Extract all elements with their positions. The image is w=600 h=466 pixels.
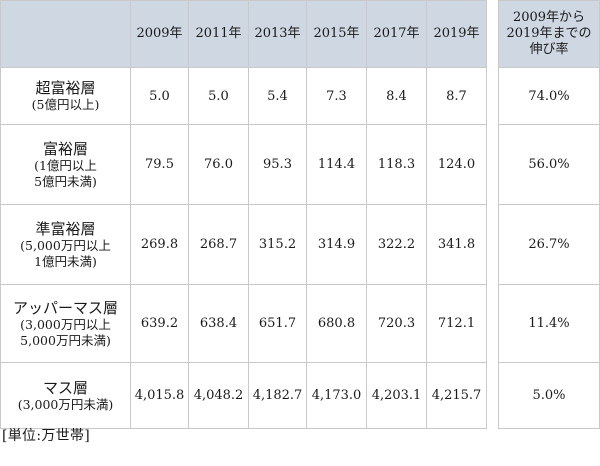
table-row: マス層 (3,000万円未満) 4,015.8 4,048.2 4,182.7 … (0, 362, 487, 429)
table-row: 26.7% (498, 204, 600, 285)
category-name: 超富裕層 (35, 79, 96, 97)
year-header: 2009年 (130, 0, 189, 68)
value-cell: 114.4 (306, 124, 367, 205)
wealth-table-sheet: 2009年 2011年 2013年 2015年 2017年 2019年 超富裕層… (0, 0, 600, 429)
value-cell: 322.2 (366, 204, 427, 285)
value-cell: 4,203.1 (366, 362, 427, 429)
category-cell: アッパーマス層 (3,000万円以上 5,000万円未満) (0, 284, 131, 363)
value-cell: 712.1 (426, 284, 487, 363)
table-row: 74.0% (498, 67, 600, 125)
value-cell: 5.0 (188, 67, 249, 125)
growth-cell: 26.7% (498, 204, 600, 285)
value-cell: 5.4 (248, 67, 307, 125)
value-cell: 268.7 (188, 204, 249, 285)
growth-cell: 56.0% (498, 124, 600, 205)
header-row: 2009年から 2019年までの 伸び率 (498, 0, 600, 68)
category-name: 準富裕層 (35, 219, 96, 238)
value-cell: 680.8 (306, 284, 367, 363)
value-cell: 76.0 (188, 124, 249, 205)
value-cell: 314.9 (306, 204, 367, 285)
year-header: 2017年 (366, 0, 427, 68)
value-cell: 8.7 (426, 67, 487, 125)
value-cell: 4,015.8 (130, 362, 189, 429)
value-cell: 720.3 (366, 284, 427, 363)
unit-note: [単位:万世帯] (2, 428, 91, 444)
growth-header-line: 2009年から (512, 10, 586, 25)
category-range: 1億円未満) (34, 253, 97, 269)
growth-header-line: 2019年までの (506, 26, 592, 41)
table-row: アッパーマス層 (3,000万円以上 5,000万円未満) 639.2 638.… (0, 284, 487, 363)
value-cell: 124.0 (426, 124, 487, 205)
category-range: (5,000万円以上 (20, 237, 111, 253)
growth-header-line: 伸び率 (529, 42, 569, 57)
value-cell: 4,182.7 (248, 362, 307, 429)
growth-rate-table: 2009年から 2019年までの 伸び率 74.0% 56.0% 26.7% 1… (498, 0, 600, 429)
category-name: マス層 (42, 378, 88, 397)
growth-cell: 74.0% (498, 67, 600, 125)
growth-cell: 11.4% (498, 284, 600, 363)
table-row: 56.0% (498, 124, 600, 205)
value-cell: 638.4 (188, 284, 249, 363)
value-cell: 4,173.0 (306, 362, 367, 429)
growth-cell: 5.0% (498, 362, 600, 429)
year-header: 2011年 (188, 0, 249, 68)
category-cell: 富裕層 (1億円以上 5億円未満) (0, 124, 131, 205)
value-cell: 651.7 (248, 284, 307, 363)
category-name: アッパーマス層 (12, 298, 118, 317)
header-corner (0, 0, 131, 68)
category-name: 富裕層 (42, 139, 88, 158)
category-range: (5億円以上) (31, 97, 100, 112)
value-cell: 639.2 (130, 284, 189, 363)
year-header: 2019年 (426, 0, 487, 68)
year-header: 2013年 (248, 0, 307, 68)
table-row: 超富裕層 (5億円以上) 5.0 5.0 5.4 7.3 8.4 8.7 (0, 67, 487, 125)
value-cell: 315.2 (248, 204, 307, 285)
value-cell: 8.4 (366, 67, 427, 125)
value-cell: 79.5 (130, 124, 189, 205)
household-wealth-table: 2009年 2011年 2013年 2015年 2017年 2019年 超富裕層… (0, 0, 487, 429)
header-row: 2009年 2011年 2013年 2015年 2017年 2019年 (0, 0, 487, 68)
value-cell: 95.3 (248, 124, 307, 205)
category-cell: 準富裕層 (5,000万円以上 1億円未満) (0, 204, 131, 285)
table-row: 5.0% (498, 362, 600, 429)
value-cell: 118.3 (366, 124, 427, 205)
year-header: 2015年 (306, 0, 367, 68)
value-cell: 5.0 (130, 67, 189, 125)
category-range: 5,000万円未満) (20, 332, 111, 348)
value-cell: 269.8 (130, 204, 189, 285)
table-row: 11.4% (498, 284, 600, 363)
value-cell: 4,215.7 (426, 362, 487, 429)
value-cell: 4,048.2 (188, 362, 249, 429)
category-range: 5億円未満) (34, 173, 97, 189)
growth-header: 2009年から 2019年までの 伸び率 (498, 0, 600, 68)
category-range: (3,000万円未満) (17, 396, 114, 412)
value-cell: 7.3 (306, 67, 367, 125)
table-row: 準富裕層 (5,000万円以上 1億円未満) 269.8 268.7 315.2… (0, 204, 487, 285)
category-range: (3,000万円以上 (20, 316, 111, 332)
table-row: 富裕層 (1億円以上 5億円未満) 79.5 76.0 95.3 114.4 1… (0, 124, 487, 205)
category-range: (1億円以上 (34, 157, 97, 173)
category-cell: 超富裕層 (5億円以上) (0, 67, 131, 125)
category-cell: マス層 (3,000万円未満) (0, 362, 131, 429)
value-cell: 341.8 (426, 204, 487, 285)
